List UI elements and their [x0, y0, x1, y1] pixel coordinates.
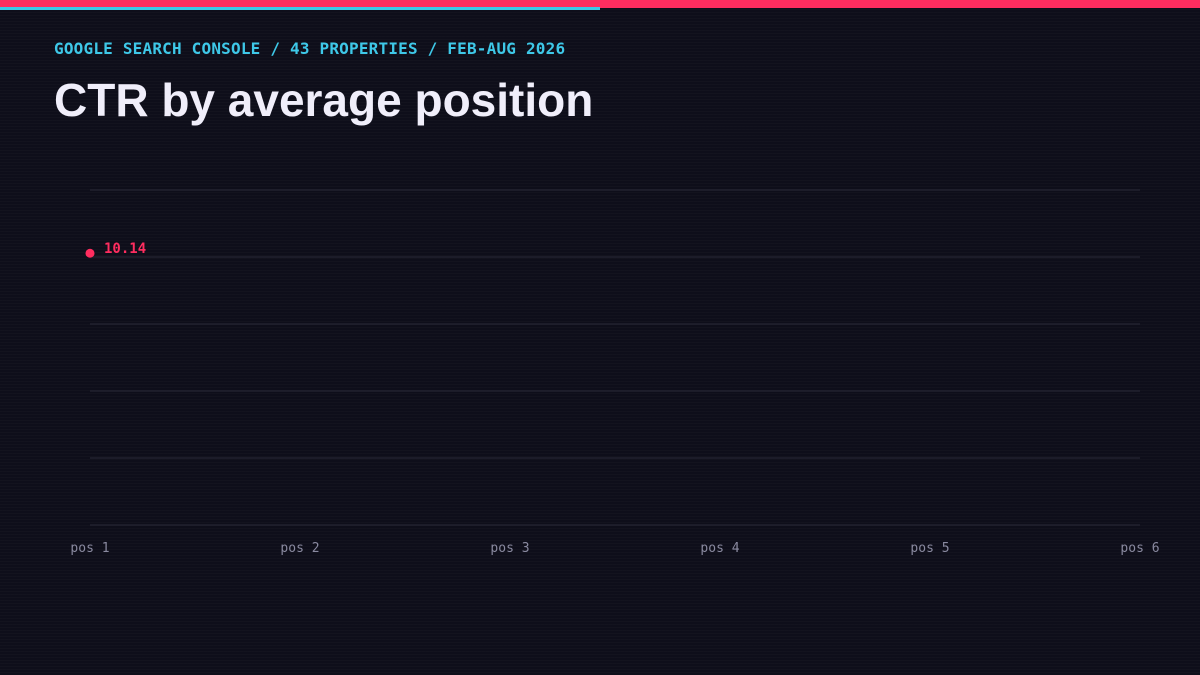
chart-kicker: GOOGLE SEARCH CONSOLE / 43 PROPERTIES / …	[54, 39, 566, 58]
top-accent-bar-track	[0, 0, 1200, 8]
data-series: 10.14	[85, 241, 146, 258]
x-tick-label: pos 3	[490, 541, 529, 556]
top-accent-bar	[0, 0, 1200, 10]
x-tick-label: pos 2	[280, 541, 319, 556]
data-point	[85, 248, 95, 258]
x-tick-label: pos 4	[700, 541, 739, 556]
x-tick-label: pos 6	[1120, 541, 1159, 556]
x-tick-label: pos 5	[910, 541, 949, 556]
top-accent-bar-progress	[0, 7, 600, 10]
gridlines	[90, 189, 1140, 526]
x-tick-label: pos 1	[70, 541, 109, 556]
chart-title: CTR by average position	[54, 74, 594, 126]
data-label: 10.14	[104, 241, 146, 257]
x-axis-ticks: pos 1 pos 2 pos 3 pos 4 pos 5 pos 6	[70, 541, 1159, 556]
